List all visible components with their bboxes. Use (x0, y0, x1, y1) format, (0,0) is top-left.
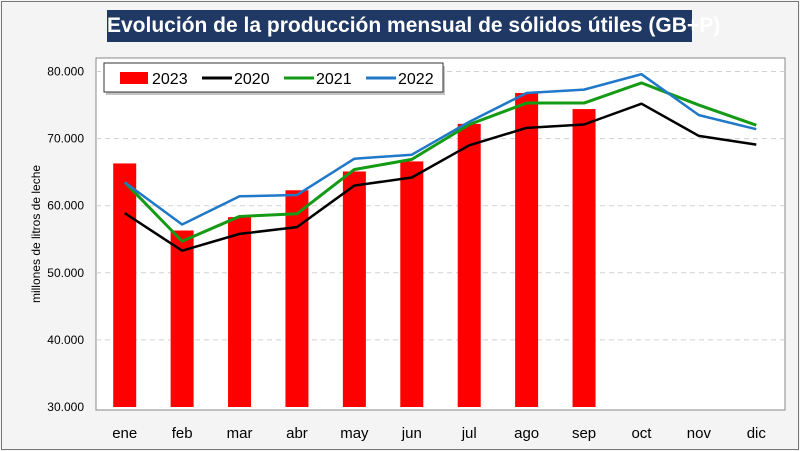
legend-label-2022: 2022 (398, 71, 434, 88)
y-tick-label: 80.000 (47, 65, 84, 79)
line-2022 (123, 72, 757, 226)
line-2020 (124, 102, 757, 252)
y-axis-label: millones de litros de leche (29, 165, 43, 303)
bar-2023-mar (228, 217, 252, 407)
x-tick-label: jun (401, 425, 422, 442)
x-tick-label: mar (227, 425, 253, 442)
bar-2023-may (342, 171, 366, 407)
x-tick-label: abr (286, 425, 308, 442)
x-tick-label: nov (687, 425, 712, 442)
x-tick-label: oct (631, 425, 652, 442)
y-tick-label: 60.000 (47, 199, 84, 213)
y-tick-label: 50.000 (47, 266, 84, 280)
bar-2023-sep (572, 109, 596, 408)
x-tick-label: ene (112, 425, 137, 442)
bar-2023-abr (285, 190, 309, 407)
legend-swatch-2023 (120, 72, 148, 84)
y-tick-label: 70.000 (47, 132, 84, 146)
y-tick-label: 30.000 (47, 400, 84, 414)
legend-label-2023: 2023 (152, 71, 188, 88)
line-2021 (123, 81, 757, 243)
x-tick-label: ago (514, 425, 539, 442)
bar-2023-jul (457, 123, 481, 407)
x-tick-label: feb (172, 425, 193, 442)
legend-label-2021: 2021 (316, 71, 352, 88)
plot-area (95, 57, 786, 411)
bar-2023-ago (515, 92, 539, 408)
x-tick-label: dic (747, 425, 767, 442)
bar-2023-ene (113, 163, 137, 407)
x-tick-label: may (340, 425, 369, 442)
y-tick-label: 40.000 (47, 333, 84, 347)
legend (103, 62, 444, 93)
x-tick-label: jul (461, 425, 477, 442)
legend-label-2020: 2020 (234, 71, 270, 88)
chart-title: Evolución de la producción mensual de só… (107, 10, 720, 42)
bar-2023-feb (170, 230, 194, 407)
x-tick-label: sep (572, 425, 596, 442)
bar-2023-jun (400, 161, 424, 407)
